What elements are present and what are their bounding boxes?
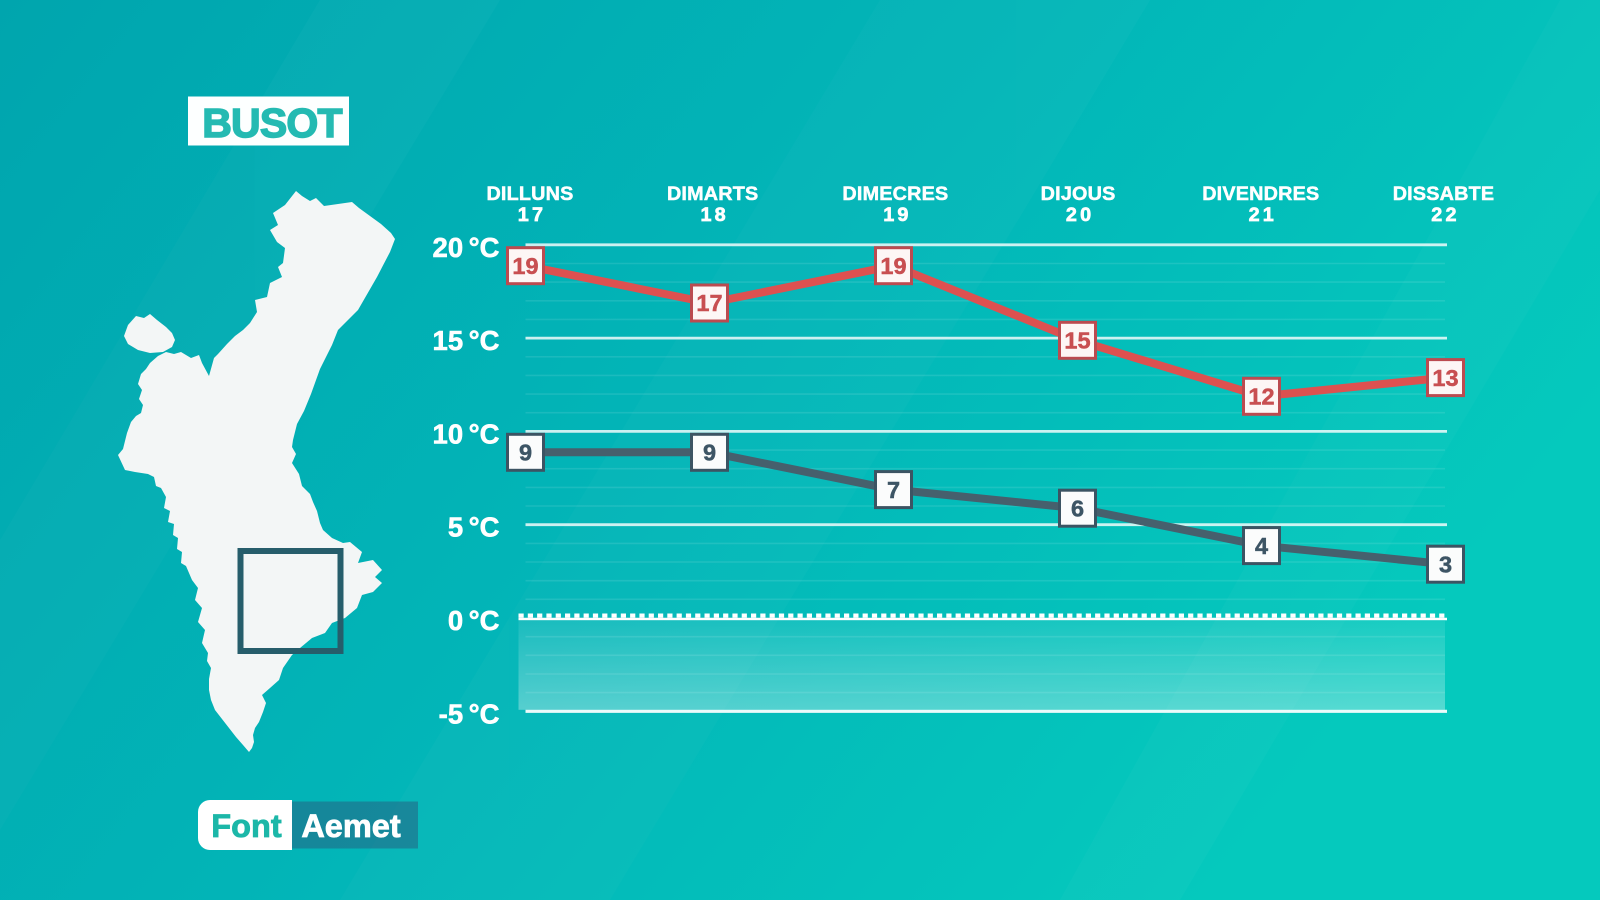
svg-text:0 °C: 0 °C xyxy=(448,605,500,636)
svg-text:3: 3 xyxy=(1439,551,1452,577)
svg-text:7: 7 xyxy=(887,477,900,503)
svg-text:9: 9 xyxy=(703,440,716,466)
svg-text:13: 13 xyxy=(1432,365,1458,391)
svg-text:DIVENDRES: DIVENDRES xyxy=(1202,183,1319,205)
svg-text:Aemet: Aemet xyxy=(301,808,401,844)
svg-text:5 °C: 5 °C xyxy=(448,512,500,543)
svg-text:20 °C: 20 °C xyxy=(433,232,500,263)
svg-text:17: 17 xyxy=(518,204,546,226)
svg-text:20: 20 xyxy=(1066,204,1094,226)
svg-text:DIMECRES: DIMECRES xyxy=(842,183,948,205)
svg-text:Font: Font xyxy=(211,808,282,844)
svg-text:-5 °C: -5 °C xyxy=(439,698,500,729)
svg-text:4: 4 xyxy=(1255,533,1268,559)
svg-text:17: 17 xyxy=(696,290,722,316)
svg-text:12: 12 xyxy=(1248,384,1274,410)
svg-text:9: 9 xyxy=(519,440,532,466)
svg-text:10 °C: 10 °C xyxy=(433,418,500,449)
svg-text:22: 22 xyxy=(1431,204,1459,226)
svg-text:DIJOUS: DIJOUS xyxy=(1041,183,1116,205)
svg-text:19: 19 xyxy=(883,204,911,226)
svg-text:19: 19 xyxy=(512,253,538,279)
svg-text:18: 18 xyxy=(700,204,728,226)
svg-text:15 °C: 15 °C xyxy=(433,325,500,356)
svg-text:19: 19 xyxy=(880,253,906,279)
svg-text:15: 15 xyxy=(1064,328,1090,354)
svg-text:DILLUNS: DILLUNS xyxy=(486,183,573,205)
svg-text:DISSABTE: DISSABTE xyxy=(1393,183,1495,205)
svg-text:BUSOT: BUSOT xyxy=(202,100,342,146)
svg-text:6: 6 xyxy=(1071,495,1084,521)
svg-text:21: 21 xyxy=(1249,204,1277,226)
svg-text:DIMARTS: DIMARTS xyxy=(667,183,759,205)
